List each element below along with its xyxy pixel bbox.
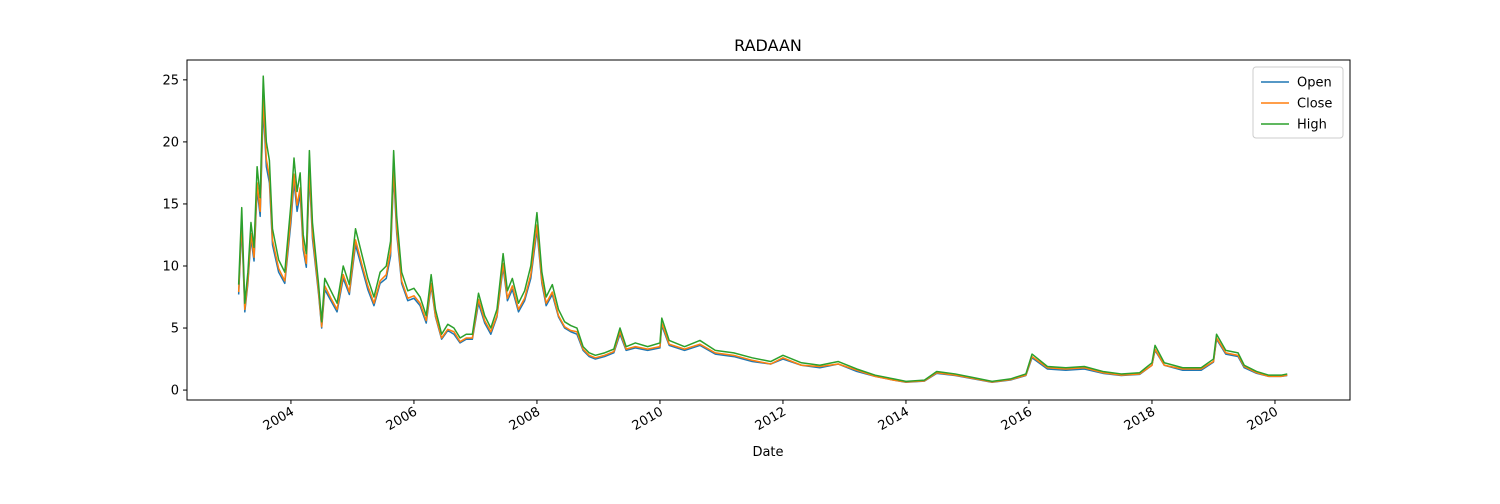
legend-label: Close bbox=[1297, 97, 1332, 112]
y-tick-label: 25 bbox=[162, 73, 179, 88]
x-tick-label: 2012 bbox=[753, 404, 789, 434]
x-tick-label: 2010 bbox=[630, 404, 666, 434]
series-line bbox=[237, 75, 1288, 383]
x-tick-label: 2006 bbox=[384, 404, 420, 434]
series-line bbox=[237, 97, 1288, 383]
legend-box bbox=[1252, 66, 1344, 139]
y-tick-label: 15 bbox=[162, 197, 179, 212]
x-tick-label: 2020 bbox=[1245, 404, 1281, 434]
chart-title: RADAAN bbox=[734, 36, 802, 55]
y-tick-label: 0 bbox=[171, 384, 179, 399]
y-tick-label: 20 bbox=[162, 135, 179, 150]
x-tick-label: 2016 bbox=[999, 404, 1035, 434]
x-axis-label: Date bbox=[752, 445, 783, 460]
x-tick-label: 2004 bbox=[261, 404, 297, 434]
series-line bbox=[237, 106, 1288, 384]
legend-label: Open bbox=[1297, 76, 1332, 91]
x-tick-label: 2018 bbox=[1122, 404, 1158, 434]
y-tick-label: 5 bbox=[171, 322, 179, 337]
y-tick-label: 10 bbox=[162, 259, 179, 274]
x-tick-label: 2008 bbox=[507, 404, 543, 434]
x-tick-label: 2014 bbox=[876, 404, 912, 434]
legend-label: High bbox=[1297, 118, 1327, 133]
plot-frame bbox=[186, 59, 1351, 401]
